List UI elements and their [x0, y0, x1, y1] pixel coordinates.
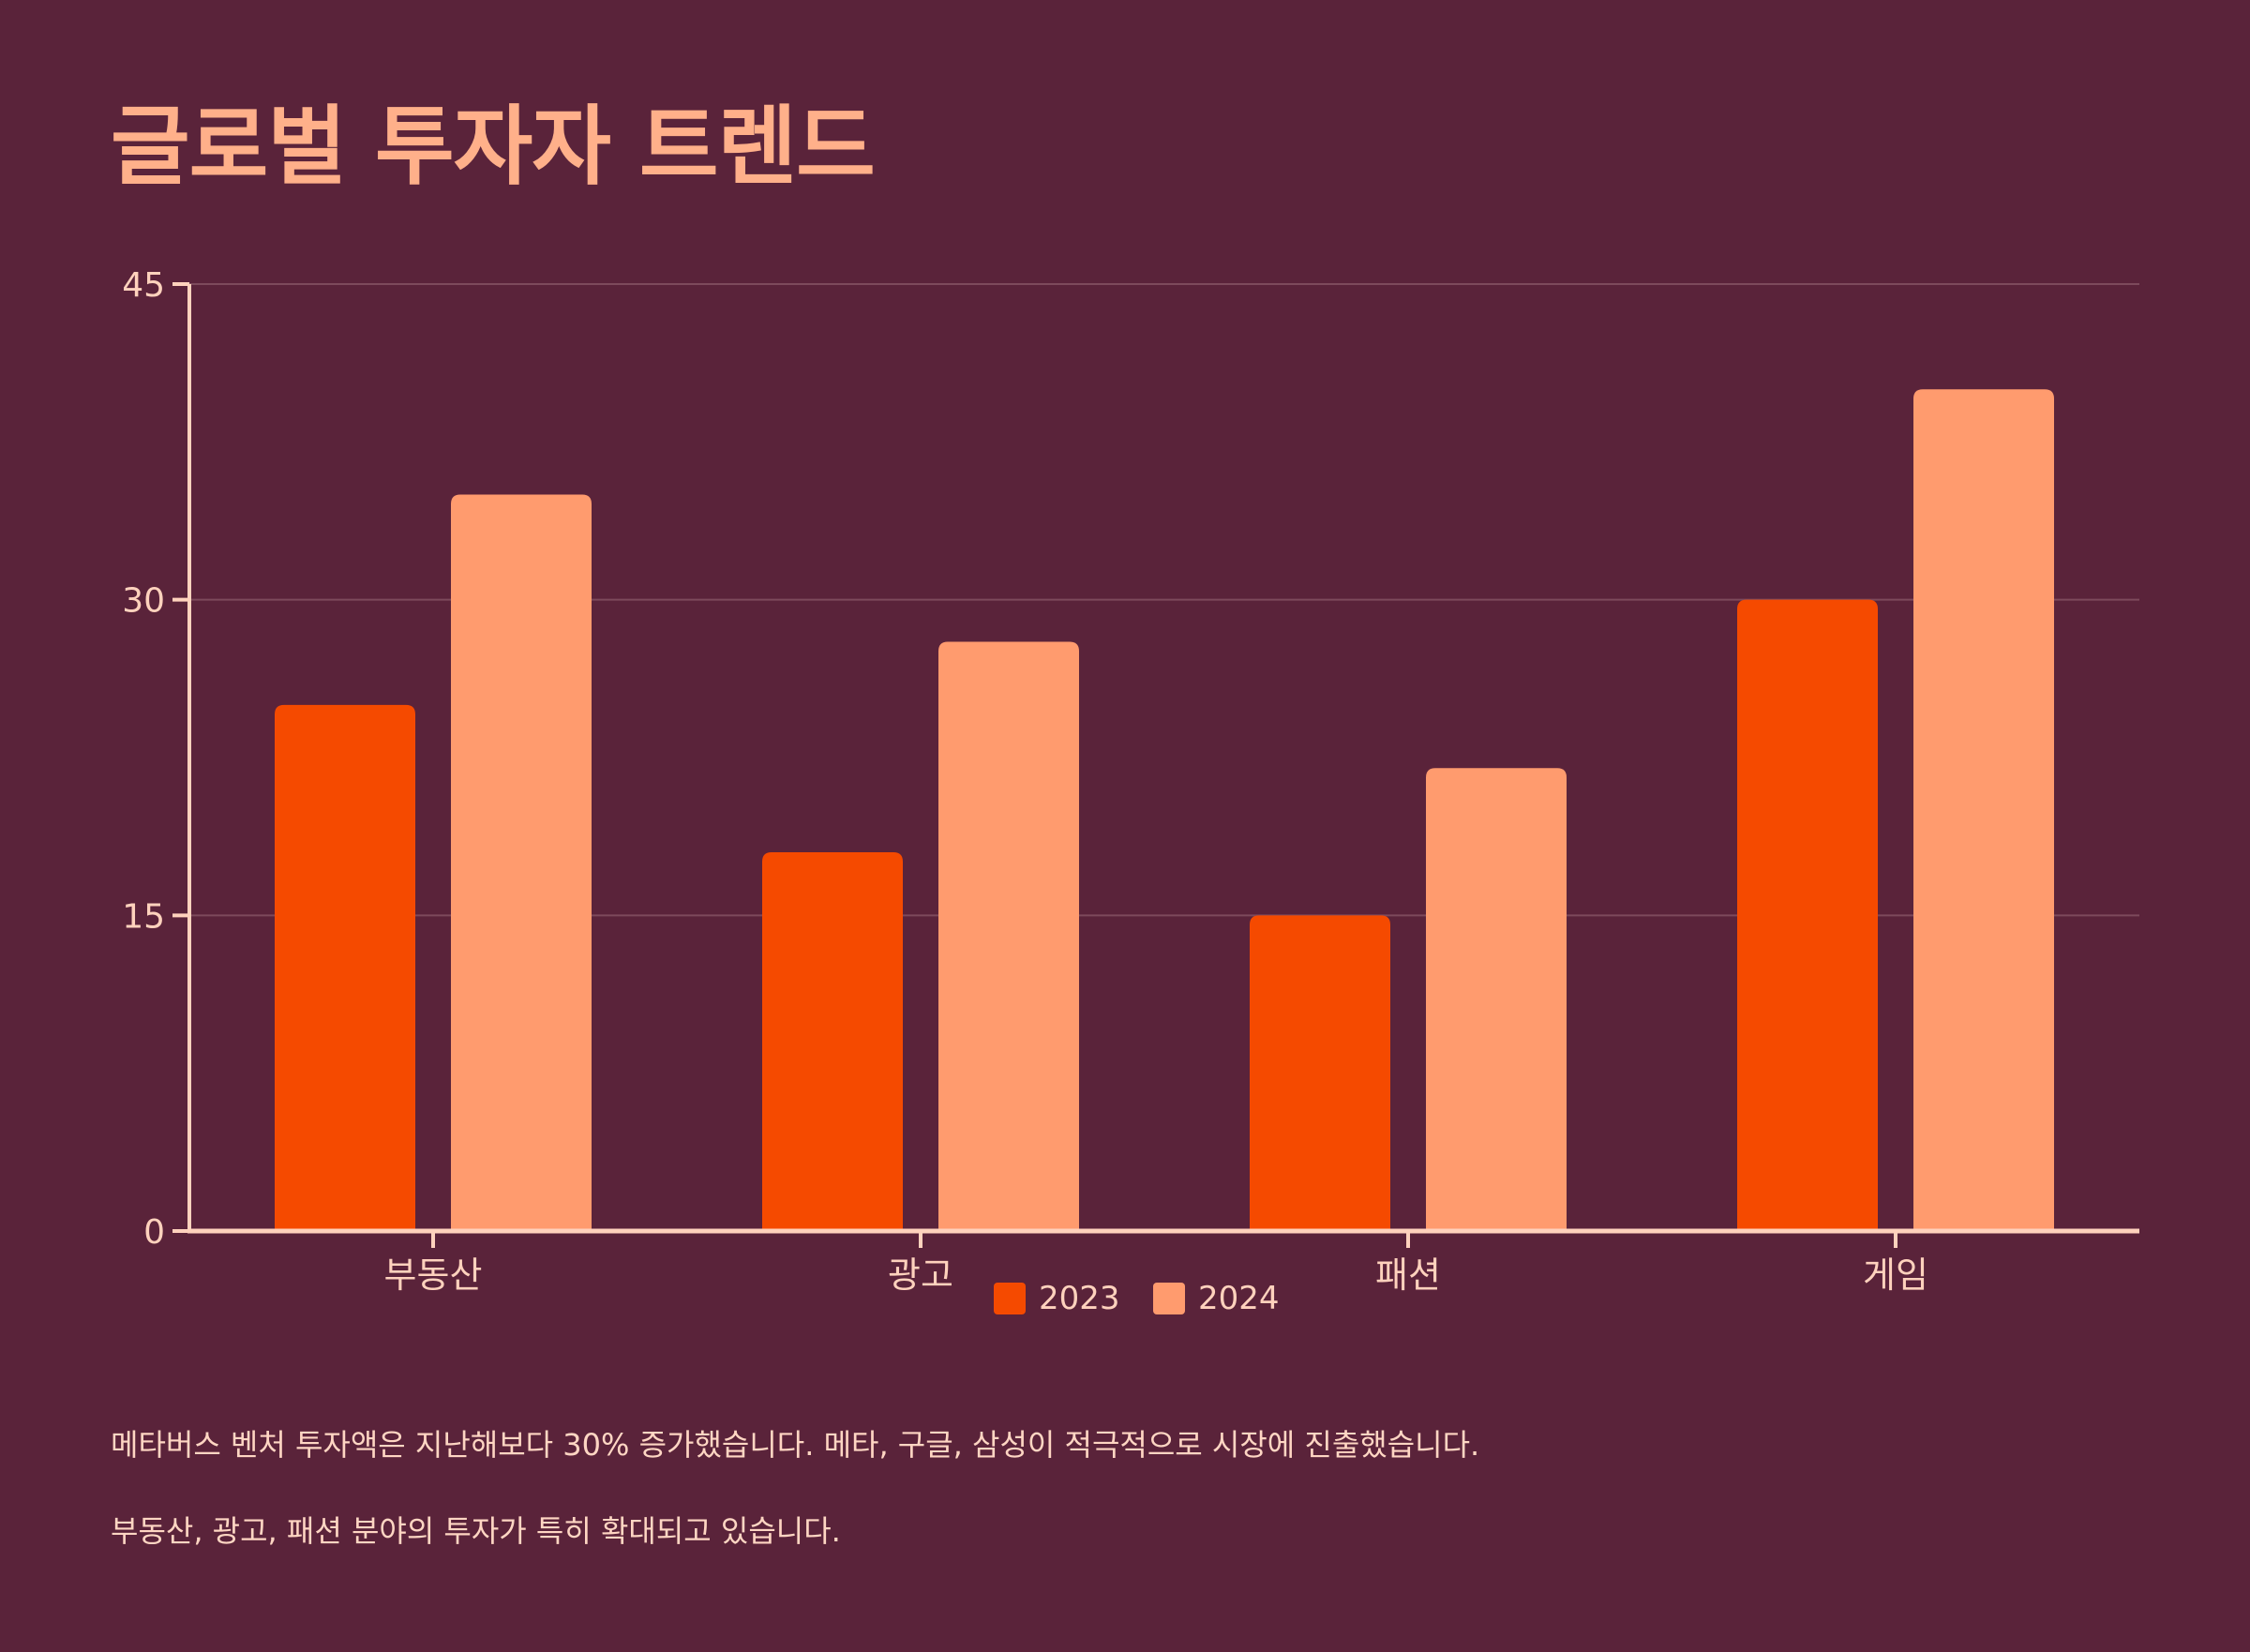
x-tick-label: 패션 — [1375, 1254, 1441, 1296]
legend-swatch-2024 — [1153, 1283, 1185, 1314]
bar-2024-4 — [1913, 389, 2054, 1231]
legend-label-2024: 2024 — [1198, 1280, 1280, 1317]
bar-2023-4 — [1737, 599, 1878, 1231]
note-2: 부동산, 광고, 패션 분야의 투자가 특히 확대되고 있습니다. — [111, 1513, 841, 1549]
bar-chart: 0 15 30 45 부동산 광고 패션 게임 2023 2024 — [122, 266, 2139, 1317]
chart-title: 글로벌 투자자 트렌드 — [111, 97, 876, 197]
y-tick-label: 0 — [143, 1213, 165, 1252]
bar-2024-3 — [1426, 768, 1567, 1231]
legend-label-2023: 2023 — [1039, 1280, 1120, 1317]
legend-swatch-2023 — [994, 1283, 1026, 1314]
note-1: 메타버스 벤처 투자액은 지난해보다 30% 증가했습니다. 메타, 구글, 삼… — [111, 1427, 1480, 1463]
y-tick-label: 30 — [122, 582, 165, 621]
bar-2024-1 — [451, 494, 592, 1231]
bar-2023-2 — [762, 852, 903, 1231]
x-tick-label: 게임 — [1863, 1254, 1928, 1296]
chart-notes: 메타버스 벤처 투자액은 지난해보다 30% 증가했습니다. 메타, 구글, 삼… — [111, 1423, 2079, 1596]
y-tick-label: 45 — [122, 266, 165, 305]
x-tick-label: 부동산 — [384, 1254, 483, 1296]
bar-2023-1 — [275, 704, 415, 1231]
y-tick-label: 15 — [122, 897, 165, 936]
bar-2023-3 — [1250, 915, 1390, 1231]
x-tick-label: 광고 — [888, 1254, 953, 1296]
bar-2024-2 — [938, 641, 1079, 1231]
